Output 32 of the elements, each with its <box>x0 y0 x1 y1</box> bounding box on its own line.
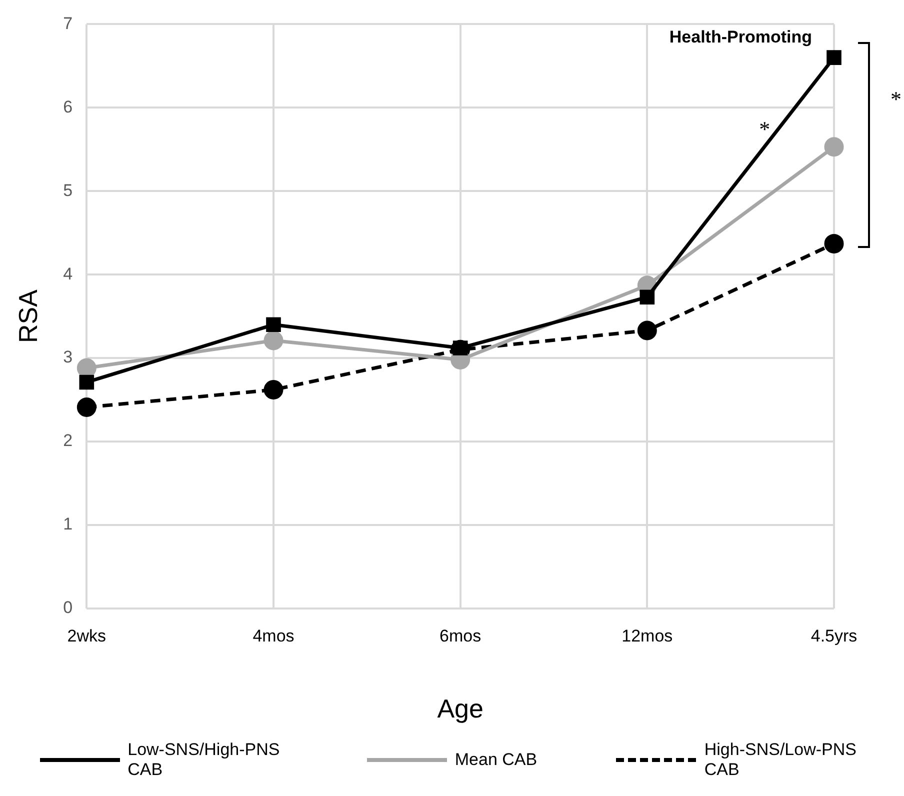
y-tick-label: 7 <box>63 14 73 33</box>
x-tick-label: 4mos <box>252 626 294 646</box>
y-tick-label: 3 <box>63 348 73 367</box>
x-tick-label: 12mos <box>622 626 673 646</box>
y-tick-label: 5 <box>63 180 73 200</box>
text: * <box>890 86 902 112</box>
x-tick-label: 4.5yrs <box>810 626 858 646</box>
point <box>266 317 281 332</box>
point <box>264 330 284 350</box>
y-tick-label: 4 <box>63 264 73 284</box>
point <box>824 137 844 157</box>
legend-label: Low-SNS/High-PNS CAB <box>128 740 281 780</box>
y-axis-title: RSA <box>12 288 43 344</box>
x-axis-title: Age <box>437 694 484 724</box>
annotation: Health-Promoting <box>669 27 812 46</box>
y-tick-label: 1 <box>63 514 73 534</box>
point <box>79 374 94 390</box>
legend-label: Mean CAB <box>454 750 538 770</box>
y-tick-label: 2 <box>63 431 73 450</box>
annotation: * <box>759 116 770 142</box>
point <box>824 234 844 254</box>
point <box>640 290 655 305</box>
x-tick-label: 6mos <box>440 626 482 646</box>
point <box>264 380 284 400</box>
x-tick-label: 2wks <box>67 626 106 646</box>
y-tick-label: 6 <box>63 97 73 116</box>
point <box>452 340 468 356</box>
point <box>76 398 96 418</box>
point <box>637 320 657 340</box>
legend-label: High-SNS/Low-PNS CAB <box>704 740 858 780</box>
point <box>826 50 842 65</box>
y-tick-label: 0 <box>63 598 73 618</box>
